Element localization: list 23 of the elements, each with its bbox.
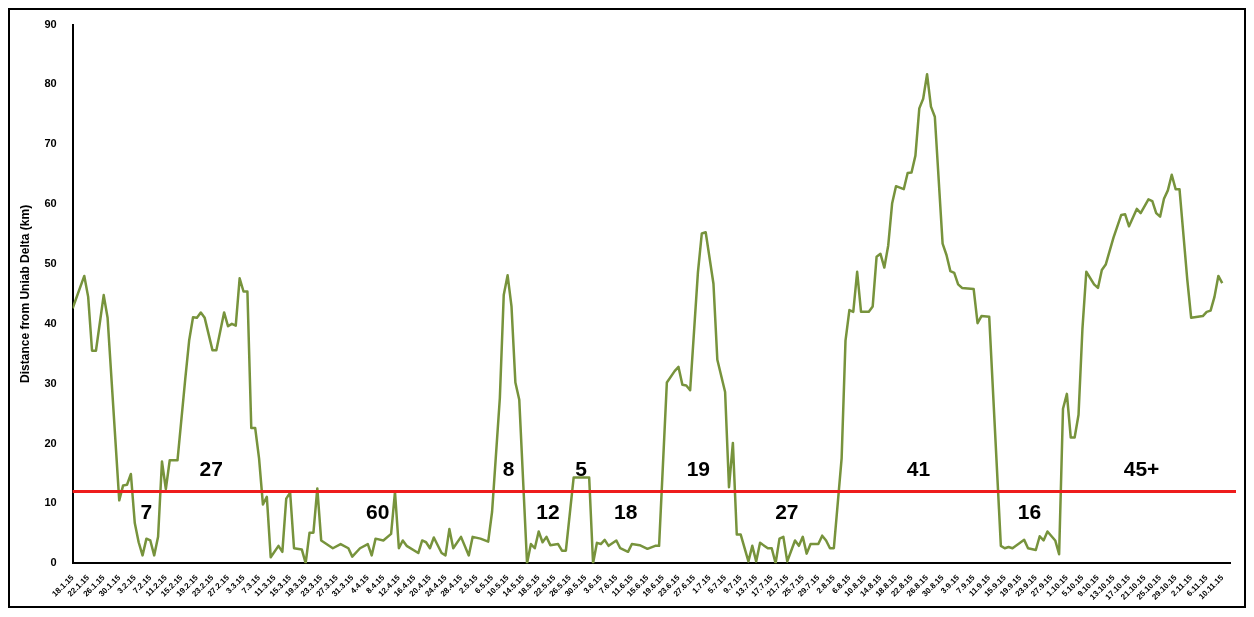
y-tick-label: 40 (44, 316, 57, 329)
annotation: 60 (365, 500, 390, 524)
annotation: 18 (614, 500, 638, 524)
annotation: 27 (775, 500, 799, 524)
y-tick-label: 90 (44, 17, 57, 30)
annotation: 27 (199, 457, 223, 481)
y-tick-label: 20 (44, 436, 57, 449)
y-axis-title: Distance from Uniab Delta (km) (17, 204, 32, 383)
annotation: 45+ (1123, 457, 1160, 481)
y-tick-label: 80 (44, 77, 57, 90)
y-tick-label: 70 (44, 137, 57, 150)
y-tick-label: 10 (44, 496, 57, 509)
y-tick-label: 0 (50, 556, 57, 569)
annotation: 5 (575, 457, 588, 481)
annotation: 16 (1017, 500, 1042, 524)
annotation: 41 (906, 457, 931, 481)
y-tick-label: 50 (44, 257, 57, 270)
annotation: 7 (140, 500, 153, 524)
annotation: 12 (536, 500, 560, 524)
annotation: 19 (686, 457, 710, 481)
annotation: 8 (502, 457, 515, 481)
y-tick-label: 30 (44, 376, 57, 389)
y-tick-label: 60 (44, 197, 57, 210)
